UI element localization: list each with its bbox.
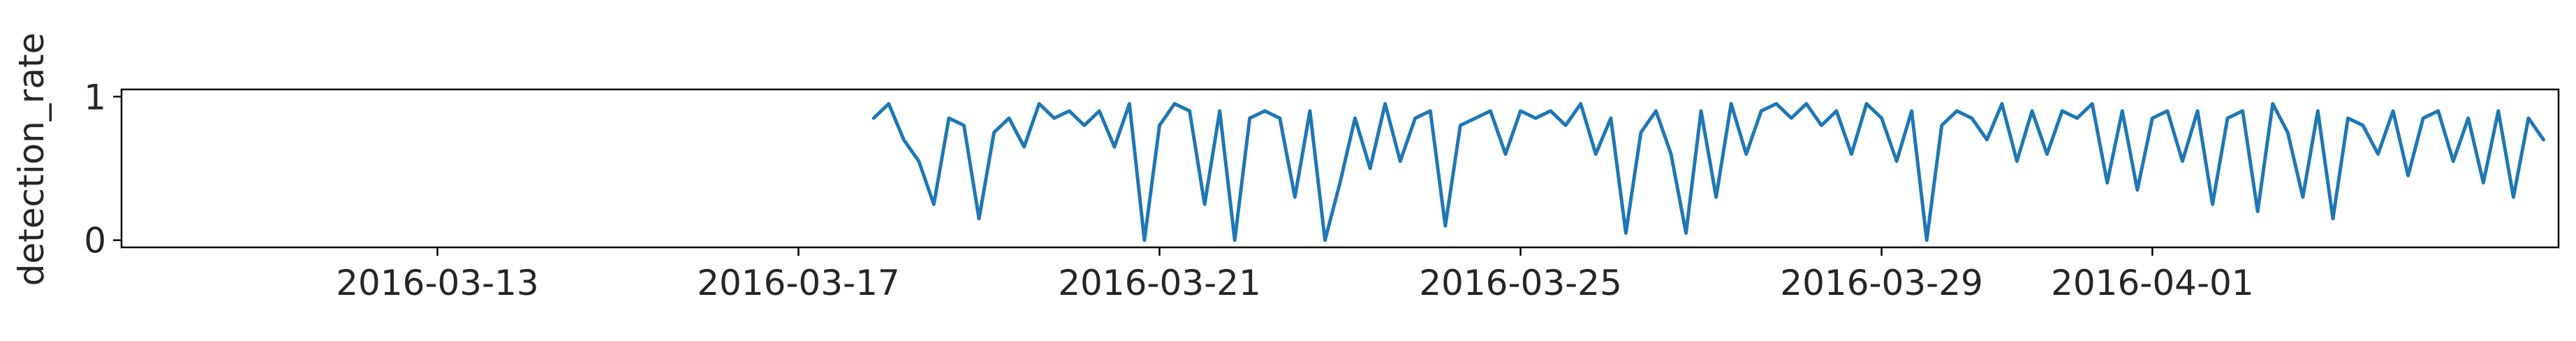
x-tick-label: 2016-03-21 [1058,263,1261,303]
series-line-0 [871,102,2545,242]
y-tick-label: 0 [84,221,106,261]
plot-area [871,102,2545,242]
x-tick-label: 2016-04-01 [2051,263,2254,303]
axes: 2016-03-13 2016-03-17 2016-03-21 2016-03-25… [84,77,2560,303]
x-tick-label: 2016-03-17 [697,263,900,303]
x-tick-label: 2016-03-25 [1419,263,1622,303]
y-tick-label: 1 [84,77,106,117]
plot-frame [120,88,2560,249]
x-tick-label: 2016-03-13 [336,263,539,303]
y-axis-label: detection_rate [11,33,52,286]
x-tick-label: 2016-03-29 [1780,263,1983,303]
